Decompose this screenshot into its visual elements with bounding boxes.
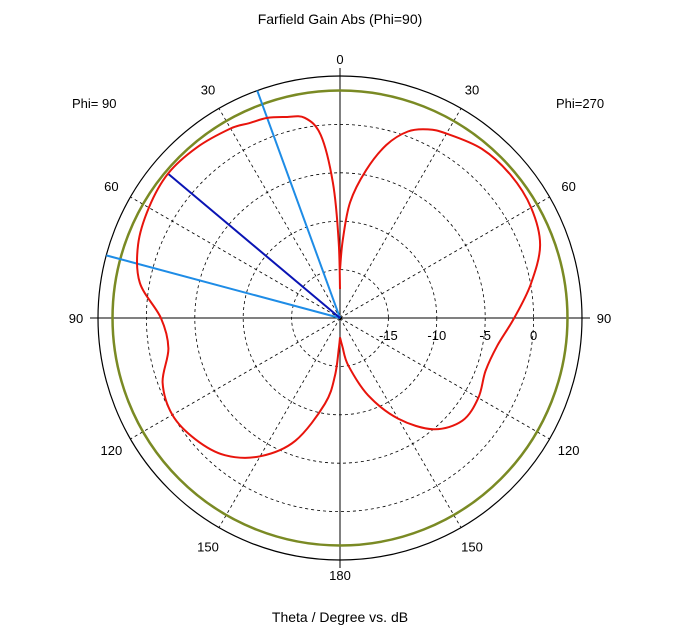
beamwidth-line: [105, 254, 341, 319]
reference-circle: [111, 89, 569, 547]
x-axis-label: Theta / Degree vs. dB: [272, 609, 408, 625]
grid-spoke: [218, 317, 341, 528]
grid-spoke: [339, 108, 462, 319]
grid-spoke: [339, 317, 550, 440]
reference-circle-group: [111, 89, 569, 547]
chart-title: Farfield Gain Abs (Phi=90): [258, 11, 423, 27]
radial-tick-labels: -15 -10 -5 0: [379, 328, 537, 343]
pattern-curve: [339, 128, 542, 431]
grid-spoke: [130, 317, 341, 440]
angle-tick-label: 90: [597, 311, 611, 326]
grid-spoke: [339, 196, 550, 319]
right-half-label: Phi=270: [556, 96, 604, 111]
radial-tick-label: 0: [530, 328, 537, 343]
radial-tick-label: -15: [379, 328, 398, 343]
left-half-label: Phi= 90: [72, 96, 116, 111]
angle-tick-label: 90: [69, 311, 83, 326]
angle-tick-label: 150: [461, 540, 483, 555]
angle-tick-label: 180: [329, 568, 351, 583]
angle-tick-label: 30: [201, 82, 215, 97]
angle-tick-label: 60: [561, 179, 575, 194]
angle-tick-label: 120: [558, 443, 580, 458]
pattern-curve-group: [135, 115, 542, 459]
angle-tick-label: 150: [197, 540, 219, 555]
angle-tick-label: 0: [336, 52, 343, 67]
marker-lines: [105, 90, 341, 319]
grid-spoke: [130, 196, 341, 319]
angle-tick-label: 60: [104, 179, 118, 194]
grid-spoke: [218, 108, 341, 319]
beamwidth-line: [256, 90, 341, 319]
radial-tick-label: -5: [479, 328, 491, 343]
pattern-curve: [135, 115, 341, 459]
radial-tick-label: -10: [427, 328, 446, 343]
angle-tick-label: 30: [465, 82, 479, 97]
grid-spoke: [339, 317, 462, 528]
angle-tick-label: 120: [101, 443, 123, 458]
angle-tick-labels: 0 30 30 60 60 90 90 120 120 150 150 180: [69, 52, 611, 583]
main-lobe-line: [167, 172, 341, 319]
